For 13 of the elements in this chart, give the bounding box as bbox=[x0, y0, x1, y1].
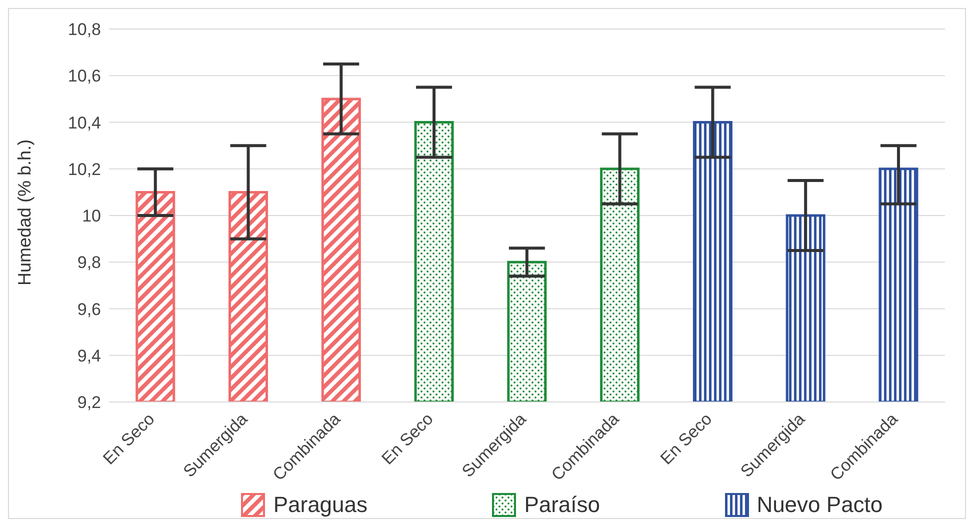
y-axis-title: Humedad (% b.h.) bbox=[14, 139, 34, 286]
y-tick-label: 9,2 bbox=[77, 393, 101, 412]
y-tick-label: 9,8 bbox=[77, 253, 101, 272]
legend-label: Nuevo Pacto bbox=[756, 492, 883, 518]
legend-label: Paraguas bbox=[273, 492, 368, 518]
y-tick-label: 10,4 bbox=[68, 113, 101, 132]
y-tick-label: 10,8 bbox=[68, 20, 101, 40]
y-tick-label: 9,6 bbox=[77, 300, 101, 319]
y-tick-label: 10,2 bbox=[68, 160, 101, 179]
y-tick-label: 9,4 bbox=[77, 346, 101, 366]
y-tick-label: 10,6 bbox=[68, 66, 101, 86]
y-tick-label: 10 bbox=[82, 206, 101, 226]
legend-label: Paraíso bbox=[524, 492, 600, 518]
